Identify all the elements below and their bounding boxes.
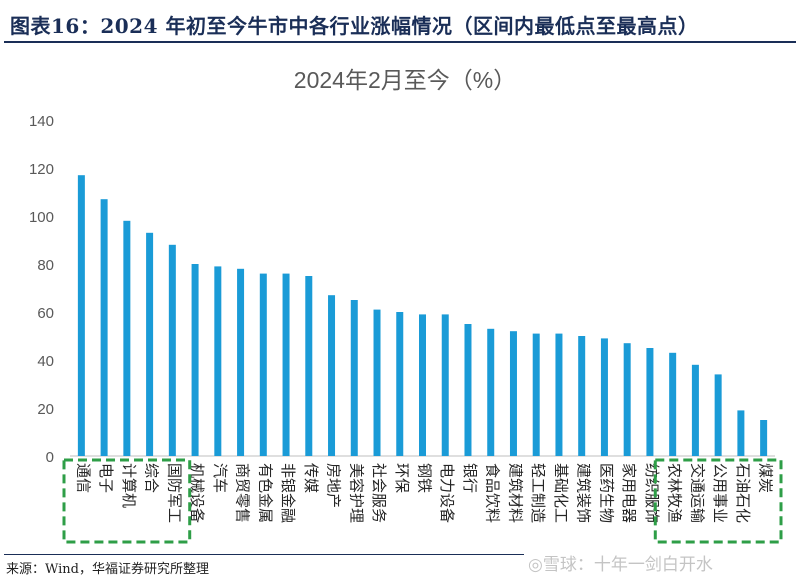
- x-tick-label: 环保: [393, 463, 411, 493]
- bar: [760, 420, 768, 456]
- bar-chart: 2024年2月至今（%） 0 20 40 60 80 100 120 140 通信 电子 计算机综…: [29, 67, 783, 544]
- bar: [396, 312, 404, 456]
- y-tick-label: 80: [37, 257, 54, 274]
- watermark: ◎雪球：十年一剑白开水: [528, 555, 713, 575]
- bar: [737, 410, 745, 456]
- bar: [600, 338, 608, 456]
- bar: [509, 331, 517, 456]
- bar: [259, 273, 267, 456]
- bar: [532, 333, 540, 456]
- highlight-box-top-gainers: [62, 458, 192, 544]
- source-note: 来源：Wind，华福证券研究所整理: [6, 562, 209, 577]
- bar: [691, 364, 699, 456]
- x-tick-label: 银行: [461, 463, 479, 493]
- x-tick-label: 公用事业: [711, 463, 729, 523]
- bar: [555, 333, 563, 456]
- bars: [77, 175, 768, 456]
- bar: [464, 324, 472, 456]
- x-tick-label: 医药生物: [597, 463, 615, 523]
- y-tick-label: 0: [46, 449, 54, 466]
- y-axis-ticks: 0 20 40 60 80 100 120 140: [29, 113, 54, 466]
- x-tick-label: 计算机: [120, 463, 138, 508]
- x-tick-label: 基础化工: [552, 463, 570, 523]
- bar: [237, 268, 245, 456]
- chart-title: 2024年2月至今（%）: [294, 67, 516, 93]
- x-tick-label: 建筑装饰: [575, 463, 593, 523]
- bar: [191, 264, 199, 456]
- bar: [282, 273, 290, 456]
- x-tick-label: 商贸零售: [234, 463, 252, 523]
- bar: [373, 309, 381, 456]
- x-tick-label: 石油石化: [734, 463, 752, 523]
- x-tick-label: 农林牧渔: [666, 463, 684, 523]
- y-tick-label: 140: [29, 113, 54, 130]
- x-tick-label: 食品饮料: [484, 463, 502, 523]
- bar: [100, 199, 108, 456]
- header-divider: [4, 41, 796, 43]
- highlight-box-bottom-gainers: [653, 458, 783, 544]
- x-tick-label: 社会服务: [370, 463, 388, 523]
- bar: [328, 295, 336, 456]
- x-tick-label: 传媒: [302, 463, 320, 493]
- bar: [441, 314, 449, 456]
- x-axis-labels: 通信 电子 计算机 综合 国防军工 机械设备 汽车 商贸零售 有色金属 非银金融 传媒 房地产 美容护理…: [74, 463, 774, 523]
- y-tick-label: 40: [37, 353, 54, 370]
- footer-divider: [4, 554, 524, 555]
- y-tick-label: 120: [29, 161, 54, 178]
- x-tick-label: 建筑材料: [506, 463, 524, 523]
- bar: [350, 300, 358, 456]
- bar: [623, 343, 631, 456]
- x-tick-label: 非银金融: [279, 463, 297, 523]
- highlight-boxes: [62, 458, 783, 544]
- figure-title: 图表16：2024 年初至今牛市中各行业涨幅情况（区间内最低点至最高点）: [10, 14, 699, 38]
- x-tick-label: 电力设备: [438, 463, 456, 523]
- x-tick-label: 轻工制造: [529, 463, 547, 523]
- bar: [669, 352, 677, 456]
- bar: [146, 232, 154, 456]
- x-tick-label: 通信: [74, 463, 92, 493]
- bar: [714, 374, 722, 456]
- y-tick-label: 100: [29, 209, 54, 226]
- bar: [646, 348, 654, 456]
- y-tick-label: 60: [37, 305, 54, 322]
- x-tick-label: 房地产: [325, 463, 343, 508]
- bar: [168, 244, 176, 456]
- x-tick-label: 汽车: [211, 463, 229, 493]
- x-tick-label: 美容护理: [347, 463, 365, 523]
- x-tick-label: 钢铁: [416, 463, 434, 493]
- x-tick-label: 家用电器: [620, 463, 638, 523]
- x-tick-label: 纺织服饰: [643, 463, 661, 523]
- x-tick-label: 煤炭: [757, 463, 775, 493]
- x-tick-label: 机械设备: [188, 463, 206, 523]
- bar: [578, 336, 586, 456]
- bar: [419, 314, 426, 456]
- bar: [123, 220, 131, 456]
- x-tick-label: 有色金属: [256, 463, 274, 523]
- x-tick-label: 综合: [143, 463, 161, 493]
- x-tick-label: 电子: [97, 463, 115, 493]
- bar: [214, 266, 222, 456]
- y-tick-label: 20: [37, 401, 54, 418]
- figure-header: 图表16：2024 年初至今牛市中各行业涨幅情况（区间内最低点至最高点）: [0, 0, 800, 50]
- bar: [305, 276, 313, 456]
- x-tick-label: 交通运输: [688, 463, 706, 523]
- bar: [487, 328, 495, 456]
- bar: [77, 175, 85, 456]
- x-tick-label: 国防军工: [165, 463, 183, 523]
